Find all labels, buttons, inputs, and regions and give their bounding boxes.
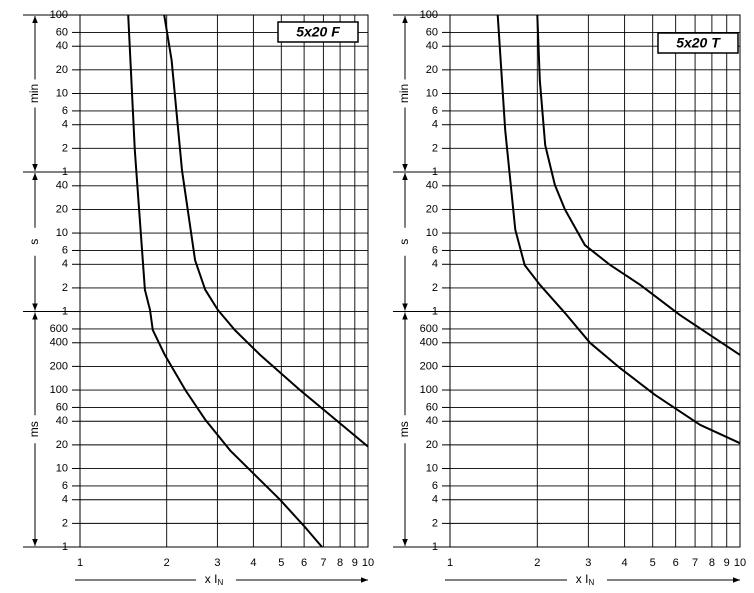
y-tick-label: 6 (432, 244, 438, 256)
y-tick-label: 60 (56, 26, 68, 38)
y-tick-label: 6 (62, 244, 68, 256)
unit-label: min (397, 84, 411, 103)
x-tick-label: 4 (250, 557, 256, 569)
curve (536, 14, 741, 356)
y-tick-label: 10 (56, 227, 68, 239)
y-tick-label: 6 (62, 480, 68, 492)
y-tick-label: 4 (432, 494, 438, 506)
y-tick-label: 40 (426, 180, 438, 192)
x-tick-label: 7 (320, 557, 326, 569)
y-tick-label: 10 (426, 87, 438, 99)
y-tick-label: 10 (56, 87, 68, 99)
x-axis-label-main: x I (576, 572, 589, 586)
y-tick-label: 20 (56, 64, 68, 76)
y-tick-label: 40 (56, 40, 68, 52)
y-tick-label: 20 (426, 203, 438, 215)
x-tick-label: 10 (734, 557, 746, 569)
y-tick-label: 20 (426, 64, 438, 76)
x-axis-label: x IN (576, 572, 595, 587)
y-tick-label: 60 (426, 26, 438, 38)
x-tick-label: 9 (352, 557, 358, 569)
y-tick-label: 60 (426, 401, 438, 413)
y-tick-label: 6 (432, 480, 438, 492)
y-tick-label: 10 (426, 227, 438, 239)
y-tick-label: 2 (432, 517, 438, 529)
curve (163, 14, 369, 448)
y-tick-label: 2 (432, 142, 438, 154)
unit-label: s (27, 239, 41, 245)
title-box (277, 21, 359, 43)
y-tick-label: 10 (426, 462, 438, 474)
y-tick-label: 2 (432, 282, 438, 294)
plot-frame (449, 14, 741, 548)
y-tick-label: 4 (62, 494, 68, 506)
x-tick-label: 3 (214, 557, 220, 569)
y-tick-label: 40 (426, 40, 438, 52)
y-tick-label: 600 (420, 323, 438, 335)
x-axis-label-sub: N (588, 578, 594, 587)
y-tick-label: 4 (432, 119, 438, 131)
x-tick-label: 5 (278, 557, 284, 569)
y-tick-label: 400 (420, 337, 438, 349)
x-tick-label: 4 (622, 557, 628, 569)
x-tick-label: 8 (337, 557, 343, 569)
x-tick-label: 10 (362, 557, 374, 569)
y-tick-label: 60 (56, 401, 68, 413)
y-tick-label: 40 (56, 180, 68, 192)
x-tick-label: 6 (673, 557, 679, 569)
y-tick-label: 20 (56, 439, 68, 451)
y-tick-label: 4 (432, 258, 438, 270)
y-tick-label: 400 (50, 337, 68, 349)
unit-label: ms (397, 421, 411, 437)
title-box (657, 32, 739, 54)
x-tick-label: 7 (692, 557, 698, 569)
y-tick-label: 2 (62, 282, 68, 294)
y-tick-label: 20 (56, 203, 68, 215)
y-tick-label: 6 (62, 105, 68, 117)
y-tick-label: 10 (56, 462, 68, 474)
y-tick-label: 6 (432, 105, 438, 117)
curve (496, 14, 741, 445)
x-tick-label: 8 (709, 557, 715, 569)
x-tick-label: 1 (447, 557, 453, 569)
x-tick-label: 1 (77, 557, 83, 569)
x-axis-label: x IN (205, 572, 224, 587)
y-tick-label: 100 (420, 384, 438, 396)
unit-label: ms (27, 421, 41, 437)
y-tick-label: 600 (50, 323, 68, 335)
x-tick-label: 9 (724, 557, 730, 569)
y-tick-label: 100 (50, 384, 68, 396)
y-tick-label: 20 (426, 439, 438, 451)
chart-title: 5x20 F (296, 24, 340, 40)
unit-label: s (397, 239, 411, 245)
y-tick-label: 2 (62, 142, 68, 154)
curve (127, 14, 323, 548)
y-tick-label: 4 (62, 119, 68, 131)
y-tick-label: 40 (426, 415, 438, 427)
x-axis-label-main: x I (205, 572, 218, 586)
plot-frame (79, 14, 369, 548)
y-tick-label: 200 (50, 360, 68, 372)
chart-title: 5x20 T (676, 35, 721, 51)
x-tick-label: 6 (301, 557, 307, 569)
y-tick-label: 2 (62, 517, 68, 529)
x-tick-label: 5 (650, 557, 656, 569)
x-tick-label: 3 (585, 557, 591, 569)
x-tick-label: 2 (164, 557, 170, 569)
x-tick-label: 2 (534, 557, 540, 569)
x-axis-label-sub: N (217, 578, 223, 587)
y-tick-label: 4 (62, 258, 68, 270)
y-tick-label: 40 (56, 415, 68, 427)
unit-label: min (27, 84, 41, 103)
y-tick-label: 200 (420, 360, 438, 372)
